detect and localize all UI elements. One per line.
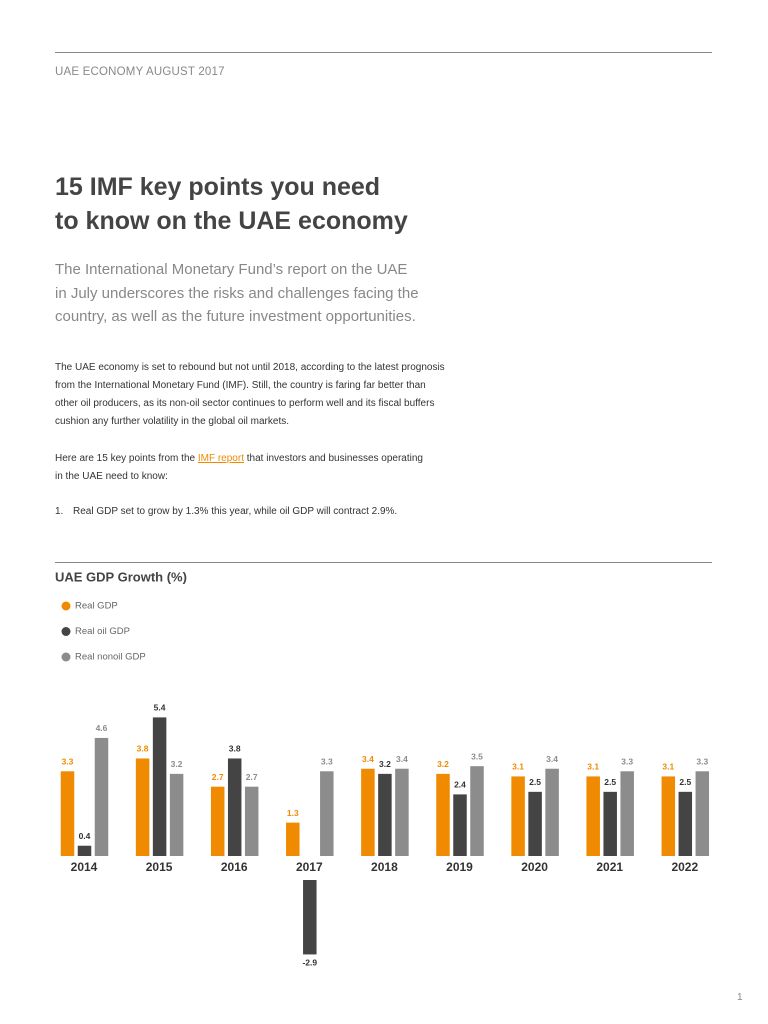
bar [661,776,676,856]
value-label: 2.7 [212,772,224,782]
standfirst-line: in July underscores the risks and challe… [55,284,419,302]
list-number: 1. [55,506,64,517]
x-tick-label: 2019 [446,860,473,874]
x-tick-label: 2015 [146,860,173,874]
value-label: 3.4 [396,754,408,764]
bar [528,791,542,856]
legend-label: Real oil GDP [75,626,130,637]
bar [545,768,559,856]
bar [135,758,150,856]
value-label: 3.4 [362,754,374,764]
bar [286,822,300,856]
value-label: 3.8 [137,744,149,754]
page-number: 1 [737,992,743,1003]
text-line: The UAE economy is set to rebound but no… [55,362,445,373]
x-tick-label: 2018 [371,860,398,874]
x-tick-label: 2020 [521,860,548,874]
x-tick-label: 2014 [71,860,98,874]
bar [620,771,634,856]
bar [361,768,375,856]
value-label: 3.4 [546,754,558,764]
value-label: 3.3 [321,757,333,767]
text-line: cushion any further volatility in the gl… [55,416,290,427]
value-label: 4.6 [96,723,108,733]
standfirst: The International Monetary Fund’s report… [55,258,419,329]
value-label: 2.5 [529,777,541,787]
bar [678,791,693,856]
text-line: other oil producers, as its non-oil sect… [55,398,435,409]
bar [227,758,242,856]
title: 15 IMF key points you need to know on th… [55,170,408,238]
bar [303,880,317,955]
list-text: Real GDP set to grow by 1.3% this year, … [73,506,398,517]
value-label: 3.1 [662,762,674,772]
bar [395,768,409,856]
bar [603,791,617,856]
chart: UAE GDP Growth (%) Real GDP Real oil GDP R… [55,569,710,968]
value-label: 3.2 [437,759,449,769]
x-tick-label: 2021 [596,860,623,874]
legend-dot [61,627,71,636]
legend-label: Real nonoil GDP [75,652,146,663]
link[interactable]: IMF report [197,453,244,464]
top-rule [55,52,712,53]
bar [320,771,334,856]
bar [436,773,450,856]
bar [210,786,225,856]
value-label: 1.3 [287,808,299,818]
value-label: 2.5 [679,777,691,787]
chart-rule [55,562,712,563]
value-label: 2.4 [454,780,466,790]
value-label: 3.8 [229,744,241,754]
value-label: 3.1 [512,762,524,772]
bar [152,717,167,856]
value-label: 0.4 [79,831,91,841]
legend-dot [61,601,71,611]
bar [94,737,109,856]
x-tick-label: 2022 [671,860,698,874]
value-label: 3.3 [621,757,633,767]
list-item: 1. Real GDP set to grow by 1.3% this year… [55,503,397,521]
title-line: to know on the UAE economy [55,207,408,235]
value-label: -2.9 [302,958,317,968]
value-label: 3.3 [62,757,74,767]
text: that investors and businesses operating [246,453,423,464]
text-line: in the UAE need to know: [55,471,168,482]
legend-dot [61,652,71,662]
paragraph: The UAE economy is set to rebound but no… [55,359,445,431]
standfirst-line: country, as well as the future investmen… [55,308,416,325]
title-line: 15 IMF key points you need [55,173,381,201]
x-tick-label: 2016 [221,860,248,874]
kicker: UAE ECONOMY AUGUST 2017 [55,66,225,78]
bar [695,771,710,856]
bar [77,845,92,856]
value-label: 5.4 [154,703,166,713]
value-label: 3.3 [696,757,708,767]
bar [378,773,392,856]
text: Here are 15 key points from the [55,453,196,464]
chart-title: UAE GDP Growth (%) [55,569,187,584]
bar [60,771,75,856]
value-label: 3.5 [471,751,483,761]
value-label: 2.5 [604,777,616,787]
text-line: Here are 15 key points from the IMF repo… [55,450,423,468]
value-label: 3.2 [379,759,391,769]
value-label: 2.7 [246,772,258,782]
value-label: 3.1 [587,762,599,772]
bar [470,766,484,856]
bar [244,786,259,856]
legend-label: Real GDP [75,601,118,612]
bar [511,776,525,856]
bar [169,773,184,856]
bar [453,794,467,856]
text-line: from the International Monetary Fund (IM… [55,380,426,391]
bar [586,776,600,856]
standfirst-line: The International Monetary Fund’s report… [55,261,408,278]
paragraph: Here are 15 key points from the IMF repo… [55,450,423,486]
x-tick-label: 2017 [296,860,323,874]
value-label: 3.2 [171,759,183,769]
